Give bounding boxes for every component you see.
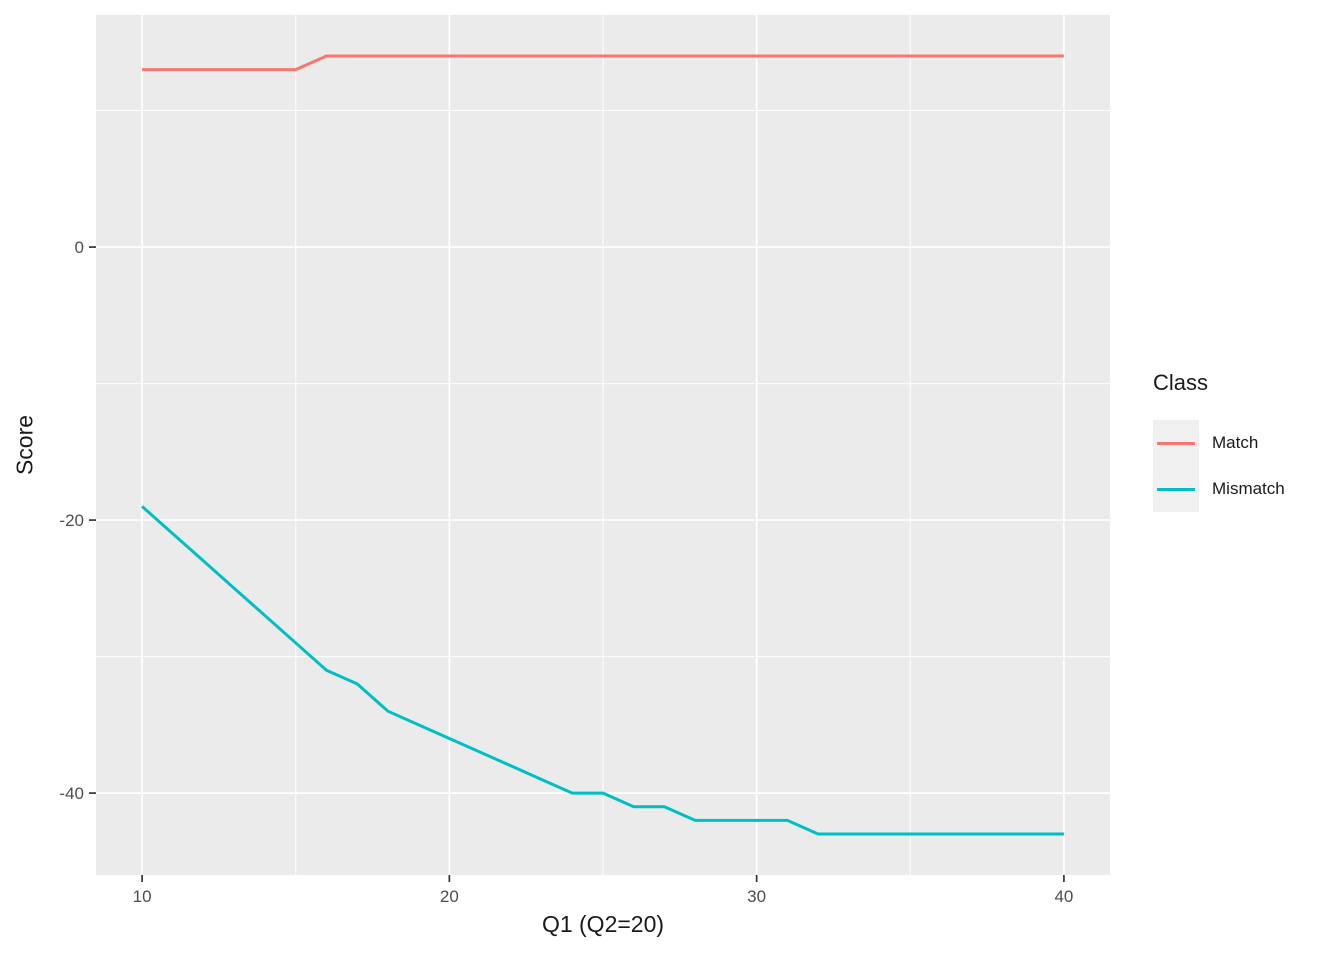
legend-key-line-icon bbox=[1157, 441, 1195, 445]
series-line-mismatch bbox=[141, 505, 1064, 836]
legend-key-swatch bbox=[1153, 466, 1199, 512]
x-tick-label: 40 bbox=[1054, 887, 1073, 906]
y-tick-label: -40 bbox=[59, 784, 84, 803]
legend-key-swatch bbox=[1153, 420, 1199, 466]
legend-entry-match: Match bbox=[1153, 420, 1285, 466]
x-tick-label: 20 bbox=[440, 887, 459, 906]
x-tick-label: 30 bbox=[747, 887, 766, 906]
legend-entry-label: Match bbox=[1212, 433, 1259, 452]
y-tick-label: -20 bbox=[59, 511, 84, 530]
y-tick-label: 0 bbox=[75, 238, 84, 257]
legend-entry-mismatch: Mismatch bbox=[1153, 466, 1285, 512]
legend-title: Class bbox=[1153, 370, 1209, 395]
x-tick-label: 10 bbox=[133, 887, 152, 906]
x-axis-title: Q1 (Q2=20) bbox=[541, 911, 665, 937]
y-axis-title: Score bbox=[11, 414, 38, 476]
legend-entry-label: Mismatch bbox=[1212, 479, 1285, 498]
legend-key-line-icon bbox=[1157, 487, 1195, 491]
legend-keys: Match Mismatch bbox=[1153, 420, 1285, 512]
legend: Class Match Mismatch bbox=[1153, 370, 1285, 512]
series-line-match bbox=[142, 54, 1064, 72]
